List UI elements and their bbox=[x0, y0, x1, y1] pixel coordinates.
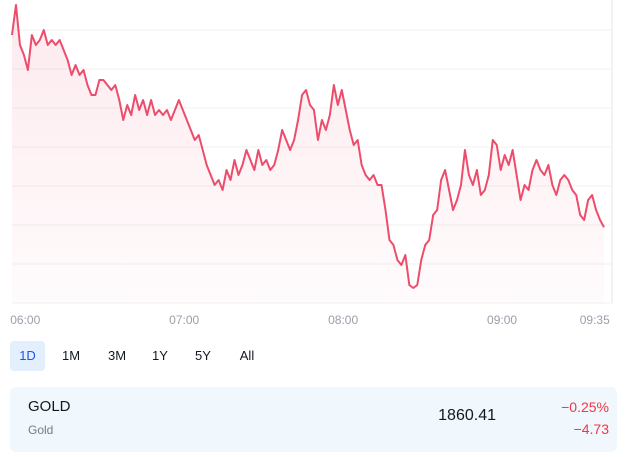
x-tick-label: 09:00 bbox=[487, 313, 517, 327]
range-button[interactable]: 1Y bbox=[152, 348, 168, 363]
instrument-name: Gold bbox=[28, 423, 54, 437]
price: 1860.41 bbox=[438, 407, 496, 424]
range-button[interactable]: 1M bbox=[61, 348, 81, 363]
x-tick-label: 08:00 bbox=[328, 313, 358, 327]
range-button[interactable]: All bbox=[239, 348, 255, 363]
range-button[interactable]: 5Y bbox=[195, 348, 211, 363]
change: −4.73 bbox=[573, 421, 609, 437]
range-button[interactable]: 3M bbox=[107, 348, 127, 363]
price-line bbox=[11, 4, 605, 289]
ticker-card[interactable]: GOLD Gold 1860.41 −0.25% −4.73 bbox=[10, 387, 617, 452]
symbol: GOLD bbox=[28, 398, 71, 415]
chart: 06:00 07:00 08:00 09:00 09:35 bbox=[10, 0, 613, 327]
range-button[interactable]: 1D bbox=[10, 341, 45, 371]
change-percent: −0.25% bbox=[561, 399, 609, 415]
x-tick-label: 09:35 bbox=[580, 313, 610, 327]
x-tick-label: 07:00 bbox=[169, 313, 199, 327]
x-tick-label: 06:00 bbox=[10, 313, 40, 327]
area-fill bbox=[12, 5, 605, 303]
range-selector: 1D 1M 3M 1Y 5Y All bbox=[10, 341, 271, 371]
